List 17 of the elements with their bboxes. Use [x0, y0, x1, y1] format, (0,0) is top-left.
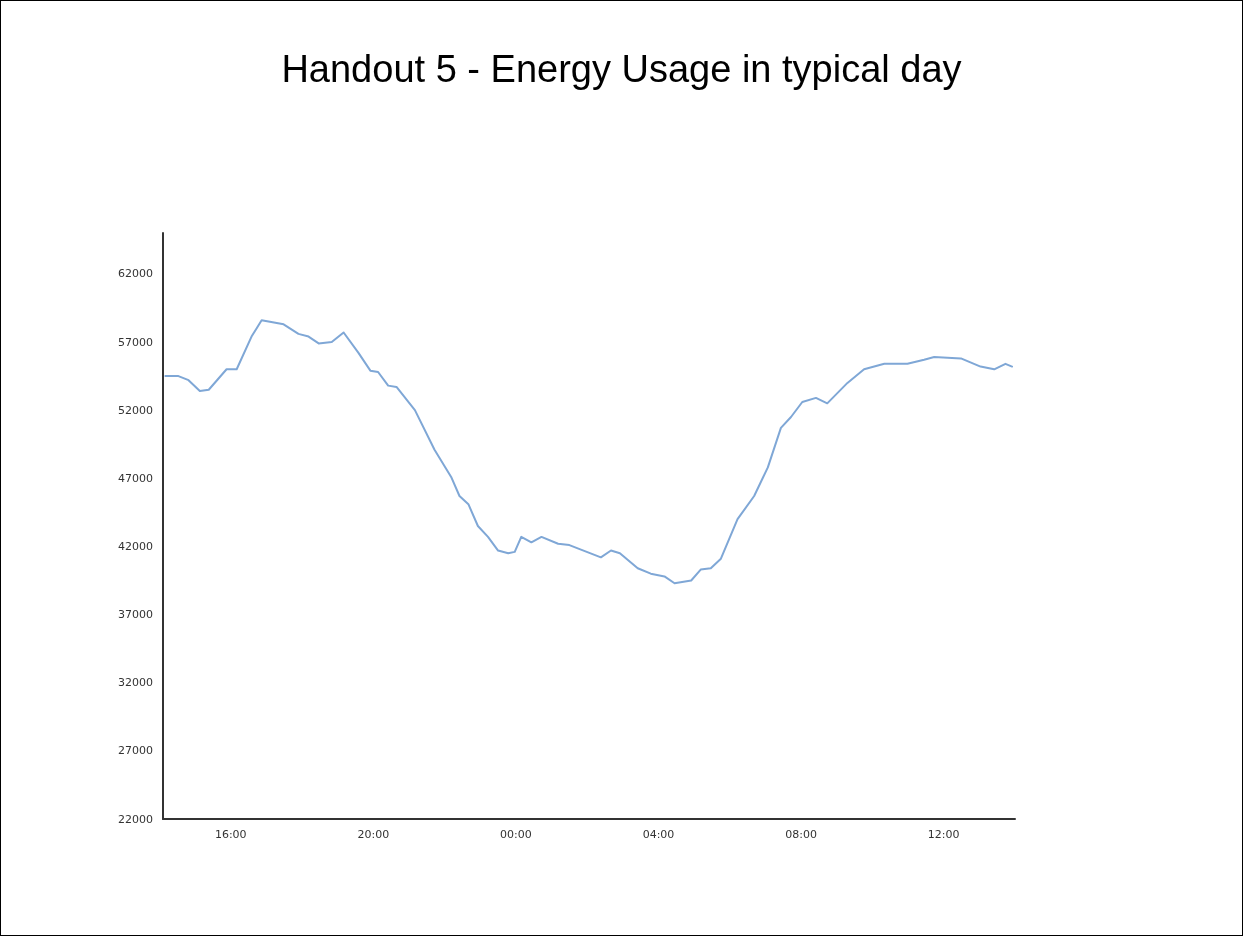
y-tick-label: 37000 — [118, 608, 153, 622]
x-tick-label: 08:00 — [785, 828, 817, 841]
y-tick-label: 52000 — [118, 403, 153, 417]
y-tick-label: 32000 — [118, 676, 153, 690]
chart-title: Handout 5 - Energy Usage in typical day — [280, 48, 963, 91]
x-tick-label: 00:00 — [500, 828, 532, 841]
y-tick-label: 22000 — [118, 812, 153, 826]
y-tick-label: 57000 — [118, 335, 153, 349]
y-tick-label: 62000 — [118, 267, 153, 281]
x-tick-label: 12:00 — [927, 828, 960, 841]
x-tick-label: 04:00 — [642, 828, 675, 841]
line-series — [164, 319, 1014, 585]
x-tick-label: 16:00 — [214, 828, 247, 841]
y-tick-label: 42000 — [118, 539, 153, 553]
x-tick-label: 20:00 — [357, 828, 390, 841]
y-tick-label: 47000 — [118, 471, 153, 485]
y-tick-label: 27000 — [118, 744, 153, 758]
